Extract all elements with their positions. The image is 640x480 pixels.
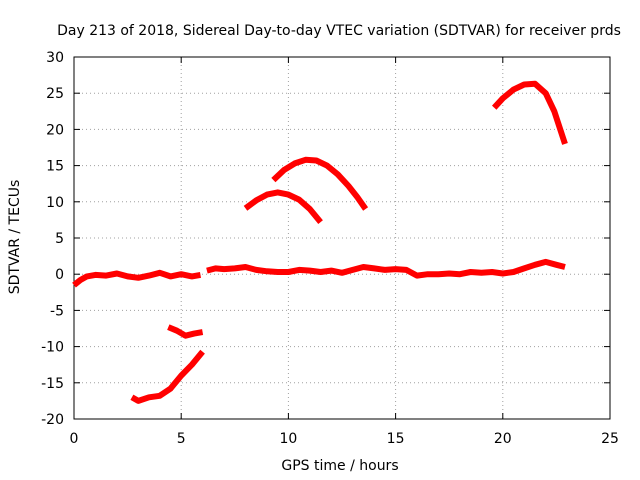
x-tick-label: 20 — [494, 431, 512, 447]
y-tick-label: 5 — [55, 231, 64, 247]
y-axis-label: SDTVAR / TECUs — [7, 180, 23, 295]
data-series — [72, 80, 568, 404]
series-arc-lower-left — [130, 349, 205, 404]
y-tick-label: -15 — [41, 376, 64, 392]
x-tick-label: 0 — [70, 431, 79, 447]
y-tick-label: -20 — [41, 412, 64, 428]
axis-ticks: 0 5 10 15 20 25 -20 -15 -10 -5 0 5 10 15 20 25 30 — [41, 50, 619, 447]
grid-lines — [74, 57, 610, 419]
y-tick-label: 0 — [55, 267, 64, 283]
y-tick-label: 20 — [46, 122, 64, 138]
y-tick-label: 15 — [46, 159, 64, 175]
series-arc-mid-left — [167, 324, 204, 339]
x-tick-label: 5 — [177, 431, 186, 447]
y-tick-label: 10 — [46, 195, 64, 211]
x-axis-label: GPS time / hours — [281, 458, 398, 474]
chart-title: Day 213 of 2018, Sidereal Day-to-day VTE… — [57, 23, 621, 39]
series-baseline-b — [206, 258, 566, 279]
series-arc-hump-b — [271, 156, 369, 211]
y-tick-label: -5 — [50, 303, 64, 319]
series-arc-hump-a — [243, 189, 323, 225]
y-tick-label: -10 — [41, 340, 64, 356]
x-tick-label: 15 — [387, 431, 405, 447]
series-baseline-a — [72, 269, 202, 288]
x-tick-label: 25 — [601, 431, 619, 447]
y-tick-label: 25 — [46, 86, 64, 102]
series-arc-hump-c — [491, 80, 568, 145]
x-tick-label: 10 — [279, 431, 297, 447]
y-tick-label: 30 — [46, 50, 64, 66]
